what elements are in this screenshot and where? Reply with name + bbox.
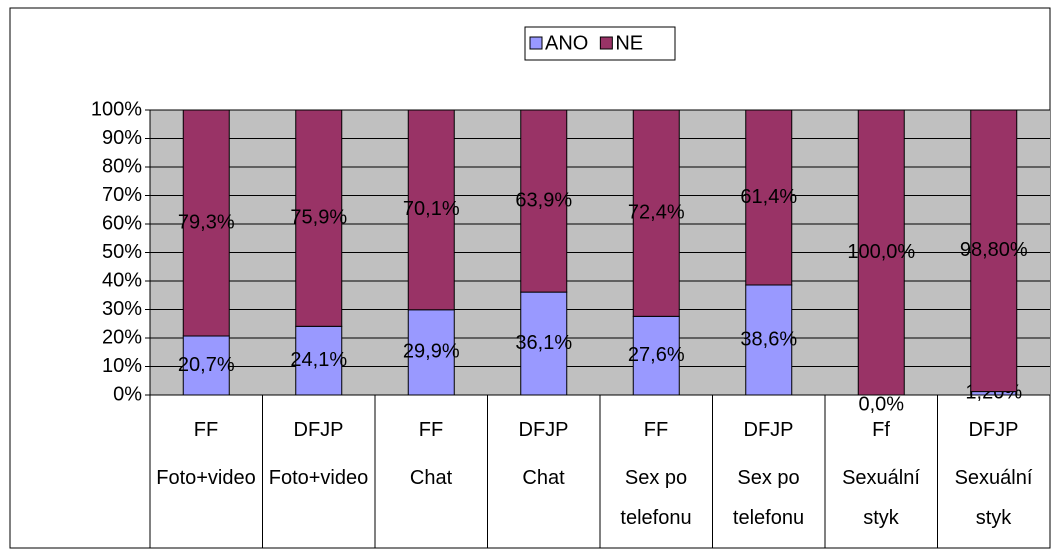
bar-segment: [745, 284, 793, 396]
y-tick-label: 10%: [102, 355, 142, 377]
y-tick-label: 60%: [102, 212, 142, 234]
bar-segment: [295, 109, 343, 327]
x-tick-label: DFJP: [293, 419, 344, 441]
data-label: 100,0%: [847, 241, 915, 263]
data-label: 75,9%: [290, 206, 347, 228]
data-label: 63,9%: [515, 189, 572, 211]
x-tick-label: Ff: [872, 419, 890, 441]
bar-segment: [182, 335, 230, 396]
x-group-label: Foto+video: [268, 467, 369, 489]
data-label: 0,0%: [858, 393, 904, 415]
y-tick-label: 30%: [102, 298, 142, 320]
y-tick-label: 0%: [113, 383, 142, 405]
bar-segment: [857, 109, 905, 396]
x-tick-label: FF: [193, 419, 219, 441]
data-label: 29,9%: [403, 341, 460, 363]
x-group-label: Sex po telefonu: [732, 467, 805, 529]
legend-label: ANO: [545, 32, 588, 54]
data-label: 38,6%: [740, 328, 797, 350]
data-label: 36,1%: [515, 332, 572, 354]
x-group-label: Foto+video: [156, 467, 256, 489]
y-tick-label: 70%: [102, 184, 142, 206]
x-group-label: Chat: [522, 467, 565, 489]
y-tick-label: 100%: [91, 98, 142, 120]
bar-segment: [295, 325, 343, 396]
x-tick-label: DFJP: [743, 419, 794, 441]
legend-label: NE: [615, 32, 643, 54]
bar-segment: [745, 109, 793, 286]
x-group-label: Chat: [409, 467, 453, 489]
data-label: 27,6%: [628, 344, 685, 366]
x-tick-label: DFJP: [518, 419, 569, 441]
legend-swatch: [529, 36, 543, 50]
data-label: 20,7%: [178, 354, 235, 376]
y-tick-label: 80%: [102, 155, 142, 177]
bar-segment: [407, 109, 455, 311]
x-group-label: Sex po telefonu: [620, 467, 692, 529]
legend-swatch: [599, 36, 613, 50]
x-tick-label: FF: [643, 419, 669, 441]
bar-segment: [970, 109, 1018, 393]
data-label: 61,4%: [740, 186, 797, 208]
data-label: 24,1%: [290, 349, 347, 371]
x-tick-label: FF: [418, 419, 444, 441]
x-group-label: Sexuální styk: [954, 467, 1033, 529]
data-label: 72,4%: [628, 201, 685, 223]
bar-segment: [520, 109, 568, 293]
y-tick-label: 90%: [102, 127, 142, 149]
data-label: 98,80%: [960, 239, 1028, 261]
data-label: 70,1%: [403, 198, 460, 220]
bar-segment: [632, 109, 680, 317]
x-tick-label: DFJP: [968, 419, 1019, 441]
bar-segment: [520, 291, 568, 396]
x-group-label: Sexuální styk: [842, 467, 920, 529]
bar-segment: [407, 309, 455, 396]
y-tick-label: 40%: [102, 269, 142, 291]
y-tick-label: 20%: [102, 326, 142, 348]
data-label: 79,3%: [178, 211, 235, 233]
bar-segment: [182, 109, 230, 337]
y-tick-label: 50%: [102, 241, 142, 263]
